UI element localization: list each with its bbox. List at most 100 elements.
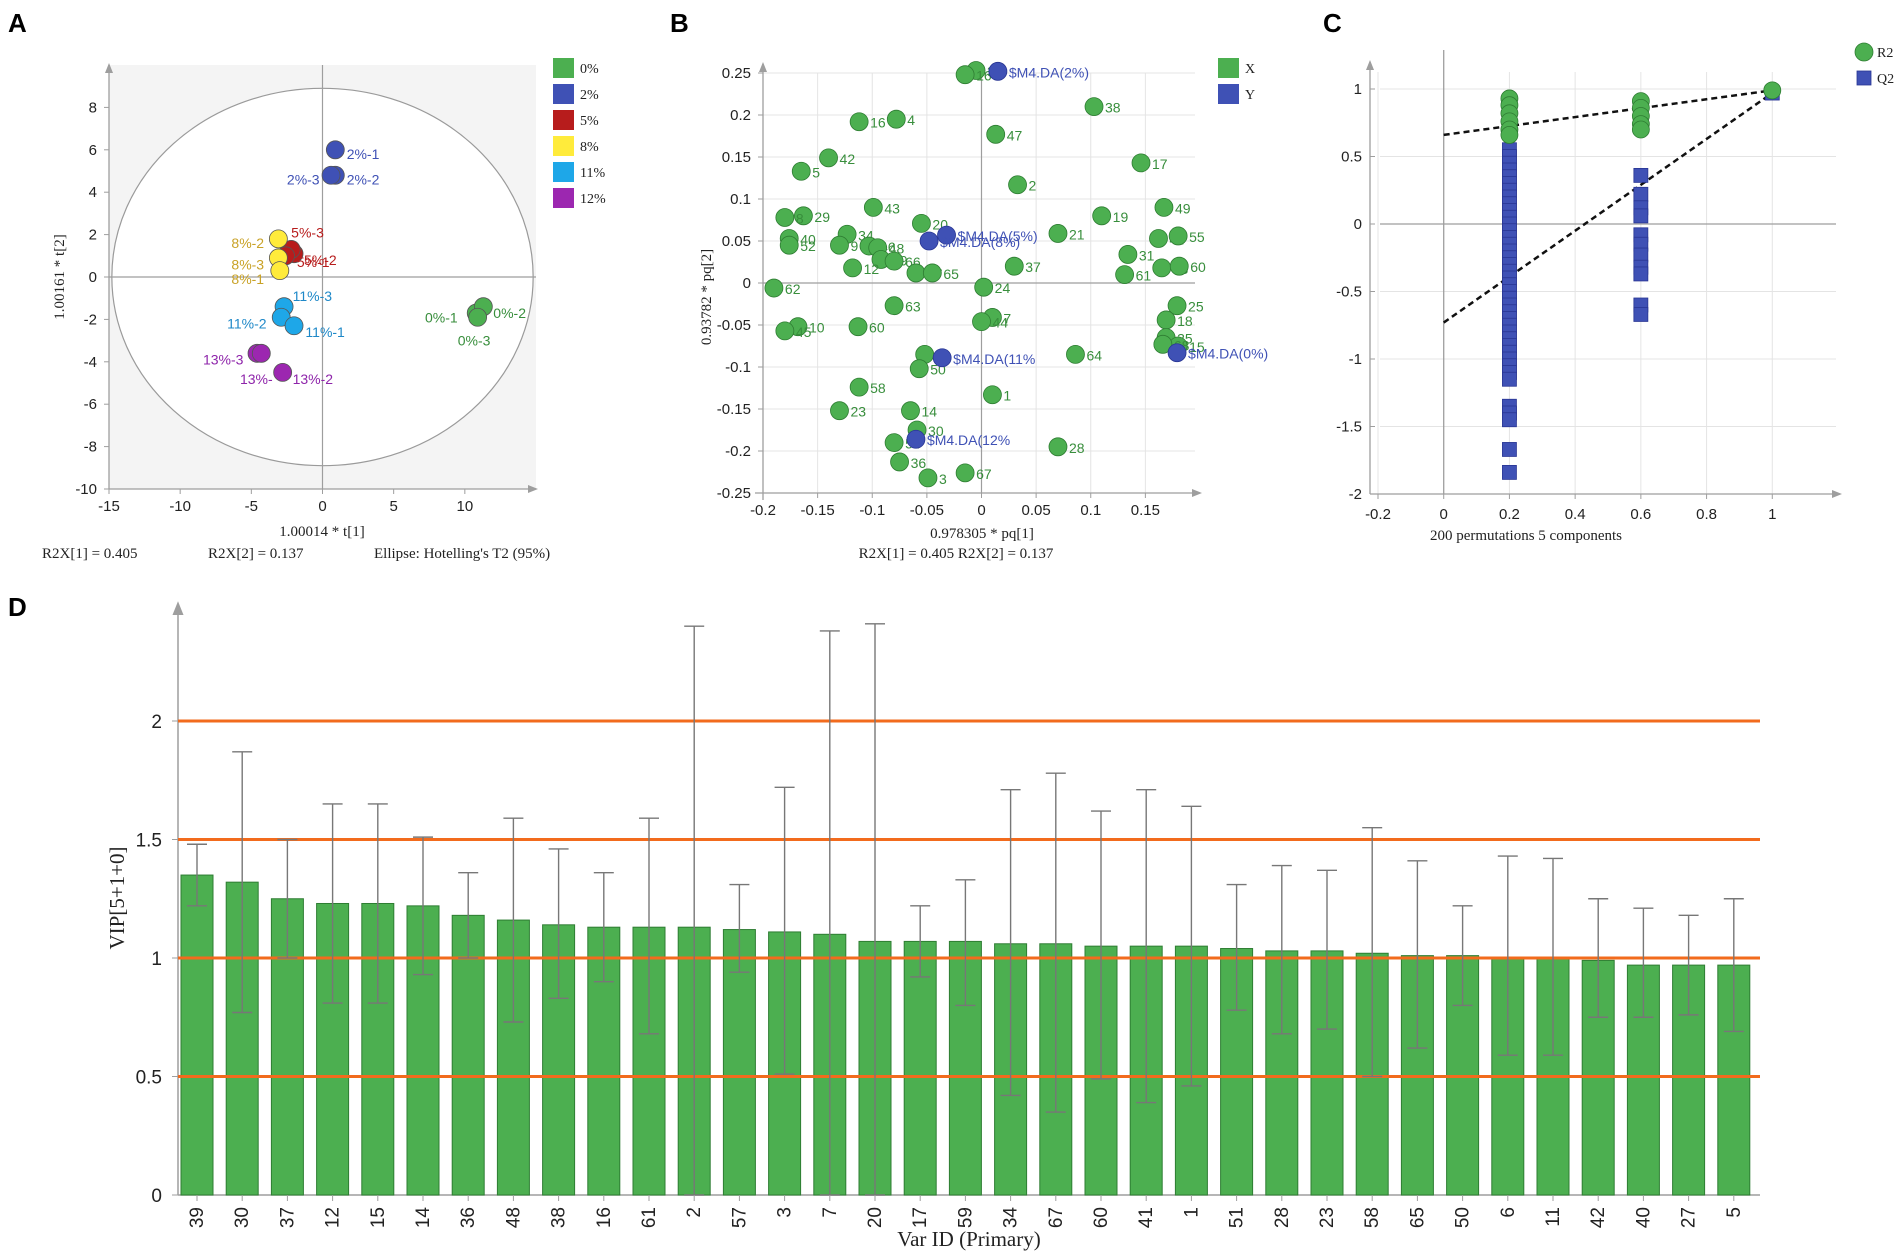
panel-a-point-label: 11%-3 bbox=[293, 288, 333, 304]
panel-b-x-point bbox=[775, 208, 795, 227]
panel-b-x-point bbox=[848, 317, 868, 337]
panel-b-x-point-label: 42 bbox=[840, 151, 856, 167]
panel-a-legend-swatch bbox=[553, 58, 574, 78]
panel-b-x-point bbox=[918, 468, 938, 488]
panel-b-y-point-label: $M4.DA(12% bbox=[927, 432, 1010, 448]
panel-a-y-tick-label: 4 bbox=[89, 184, 97, 201]
panel-b-x-point-label: 61 bbox=[1136, 268, 1152, 284]
panel-b-x-point bbox=[1169, 256, 1189, 276]
panel-b-x-point bbox=[974, 277, 994, 297]
panel-d-x-tick-label: 28 bbox=[1272, 1207, 1293, 1228]
panel-b-x-point-label: 29 bbox=[814, 209, 830, 225]
panel-b-x-point-label: 49 bbox=[1175, 200, 1191, 216]
panel-label-a: A bbox=[8, 8, 27, 38]
panel-a-footer-r2x1: R2X[1] = 0.405 bbox=[42, 546, 138, 562]
panel-b-x-tick-label: -0.05 bbox=[910, 502, 944, 519]
panel-c-y-tick-label: 0 bbox=[1354, 216, 1362, 233]
panel-a-point-label: 5%-2 bbox=[304, 252, 337, 268]
panel-b-x-point-label: 24 bbox=[995, 280, 1011, 296]
panel-b-x-tick-label: -0.1 bbox=[859, 502, 885, 519]
panel-c-q2-point bbox=[1502, 464, 1517, 480]
panel-c-r2-point bbox=[1500, 125, 1519, 144]
panel-b-x-point bbox=[1153, 334, 1173, 354]
panel-b-y-point bbox=[937, 225, 956, 245]
panel-b-x-point bbox=[764, 278, 784, 298]
panel-b-x-point bbox=[1152, 258, 1172, 278]
panel-a-y-tick-label: -8 bbox=[84, 439, 97, 456]
panel-d-x-tick-label: 67 bbox=[1046, 1207, 1067, 1228]
panel-label-d: D bbox=[8, 592, 27, 622]
panel-a-point-label: 13%- bbox=[240, 371, 273, 387]
panel-b-x-point-label: 25 bbox=[1188, 299, 1204, 315]
panel-b-x-point bbox=[972, 312, 991, 332]
panel-b-x-point-label: 17 bbox=[1152, 156, 1168, 172]
panel-b-y-point-label: $M4.DA(5%) bbox=[958, 228, 1038, 244]
panel-a-point-label: 8%-3 bbox=[231, 256, 264, 272]
panel-a-point-label: 11%-1 bbox=[305, 324, 345, 340]
panel-c-legend-q2-marker bbox=[1856, 70, 1872, 86]
panel-a-y-tick-label: 6 bbox=[89, 142, 97, 159]
panel-a-footer-ellipse: Ellipse: Hotelling's T2 (95%) bbox=[374, 546, 550, 562]
panel-b-x-point-label: 21 bbox=[1069, 226, 1085, 242]
panel-a-score-point bbox=[270, 261, 290, 281]
panel-b-x-point-label: 36 bbox=[911, 455, 927, 471]
panel-d-x-tick-label: 65 bbox=[1407, 1207, 1428, 1228]
panel-a-score-point bbox=[321, 165, 341, 185]
panel-a-score-point bbox=[325, 140, 345, 160]
panel-c-y-tick-label: -2 bbox=[1349, 486, 1362, 503]
panel-a-footer-r2x2: R2X[2] = 0.137 bbox=[208, 546, 304, 562]
panel-b-x-point-label: 31 bbox=[1139, 247, 1155, 263]
panel-a-point-label: 5%-3 bbox=[291, 224, 324, 240]
panel-b-y-point bbox=[906, 429, 926, 449]
panel-a-y-tick-label: -6 bbox=[84, 396, 97, 413]
panel-label-c: C bbox=[1323, 8, 1342, 38]
panel-c-x-tick-label: 0.6 bbox=[1630, 506, 1651, 523]
panel-b-y-point bbox=[932, 348, 952, 368]
panel-b-x-point-label: 58 bbox=[870, 380, 886, 396]
panel-a-score-point bbox=[251, 343, 271, 363]
panel-c-x-tick-label: -0.2 bbox=[1365, 506, 1391, 523]
panel-c-q2-point bbox=[1633, 186, 1649, 202]
panel-b-x-point bbox=[884, 251, 904, 271]
panel-a-score-point bbox=[468, 307, 488, 327]
panel-b-x-point bbox=[884, 433, 904, 453]
panel-a-point-label: 0%-2 bbox=[493, 305, 526, 321]
panel-d-x-tick-label: 23 bbox=[1317, 1207, 1338, 1228]
panel-a-legend-label: 0% bbox=[580, 62, 599, 77]
panel-b-y-tick-label: 0.15 bbox=[722, 149, 751, 166]
panel-d-bar bbox=[451, 914, 485, 1196]
panel-b-y-point-label: $M4.DA(0%) bbox=[1188, 346, 1268, 362]
panel-d-x-tick-label: 3 bbox=[775, 1207, 796, 1218]
panel-a-x-label: 1.00014 * t[1] bbox=[279, 524, 364, 540]
panel-b-footer: R2X[1] = 0.405 R2X[2] = 0.137 bbox=[859, 546, 1054, 562]
panel-d-x-tick-label: 36 bbox=[458, 1207, 479, 1228]
panel-b-x-point-label: 37 bbox=[1025, 259, 1041, 275]
panel-b-x-point-label: 2 bbox=[1029, 178, 1037, 194]
panel-c-q2-point bbox=[1502, 371, 1517, 387]
panel-b-x-point bbox=[1048, 437, 1068, 457]
panel-b-x-point-label: 60 bbox=[869, 320, 885, 336]
panel-a-x-tick-label: -5 bbox=[245, 498, 258, 515]
panel-b-x-point bbox=[906, 263, 926, 283]
panel-b-x-point-label: 30 bbox=[928, 423, 944, 439]
panel-b-x-point bbox=[1168, 226, 1188, 246]
panel-a-point-label: 2%-1 bbox=[347, 146, 380, 162]
panel-b-y-tick-label: 0.25 bbox=[722, 65, 751, 82]
panel-b-y-point bbox=[919, 231, 939, 251]
panel-b-x-tick-label: 0.1 bbox=[1080, 502, 1101, 519]
panel-b-x-point bbox=[1154, 197, 1174, 217]
panel-b-x-point bbox=[986, 124, 1006, 144]
panel-b-x-point bbox=[884, 296, 904, 316]
panel-d-x-label: Var ID (Primary) bbox=[897, 1227, 1040, 1251]
panel-d-x-tick-label: 2 bbox=[684, 1207, 705, 1218]
panel-b-x-tick-label: 0.15 bbox=[1131, 502, 1160, 519]
panel-a-legend-swatch bbox=[553, 136, 574, 156]
panel-b-x-point-label: 1 bbox=[1003, 388, 1011, 404]
panel-a-score-point bbox=[273, 362, 293, 382]
panel-d-x-tick-label: 17 bbox=[910, 1207, 931, 1228]
panel-b-x-point-label: 47 bbox=[1007, 127, 1023, 143]
panel-b-y-tick-label: 0 bbox=[743, 275, 751, 292]
panel-c-y-tick-label: -0.5 bbox=[1336, 284, 1362, 301]
panel-b-y-tick-label: 0.1 bbox=[730, 191, 751, 208]
